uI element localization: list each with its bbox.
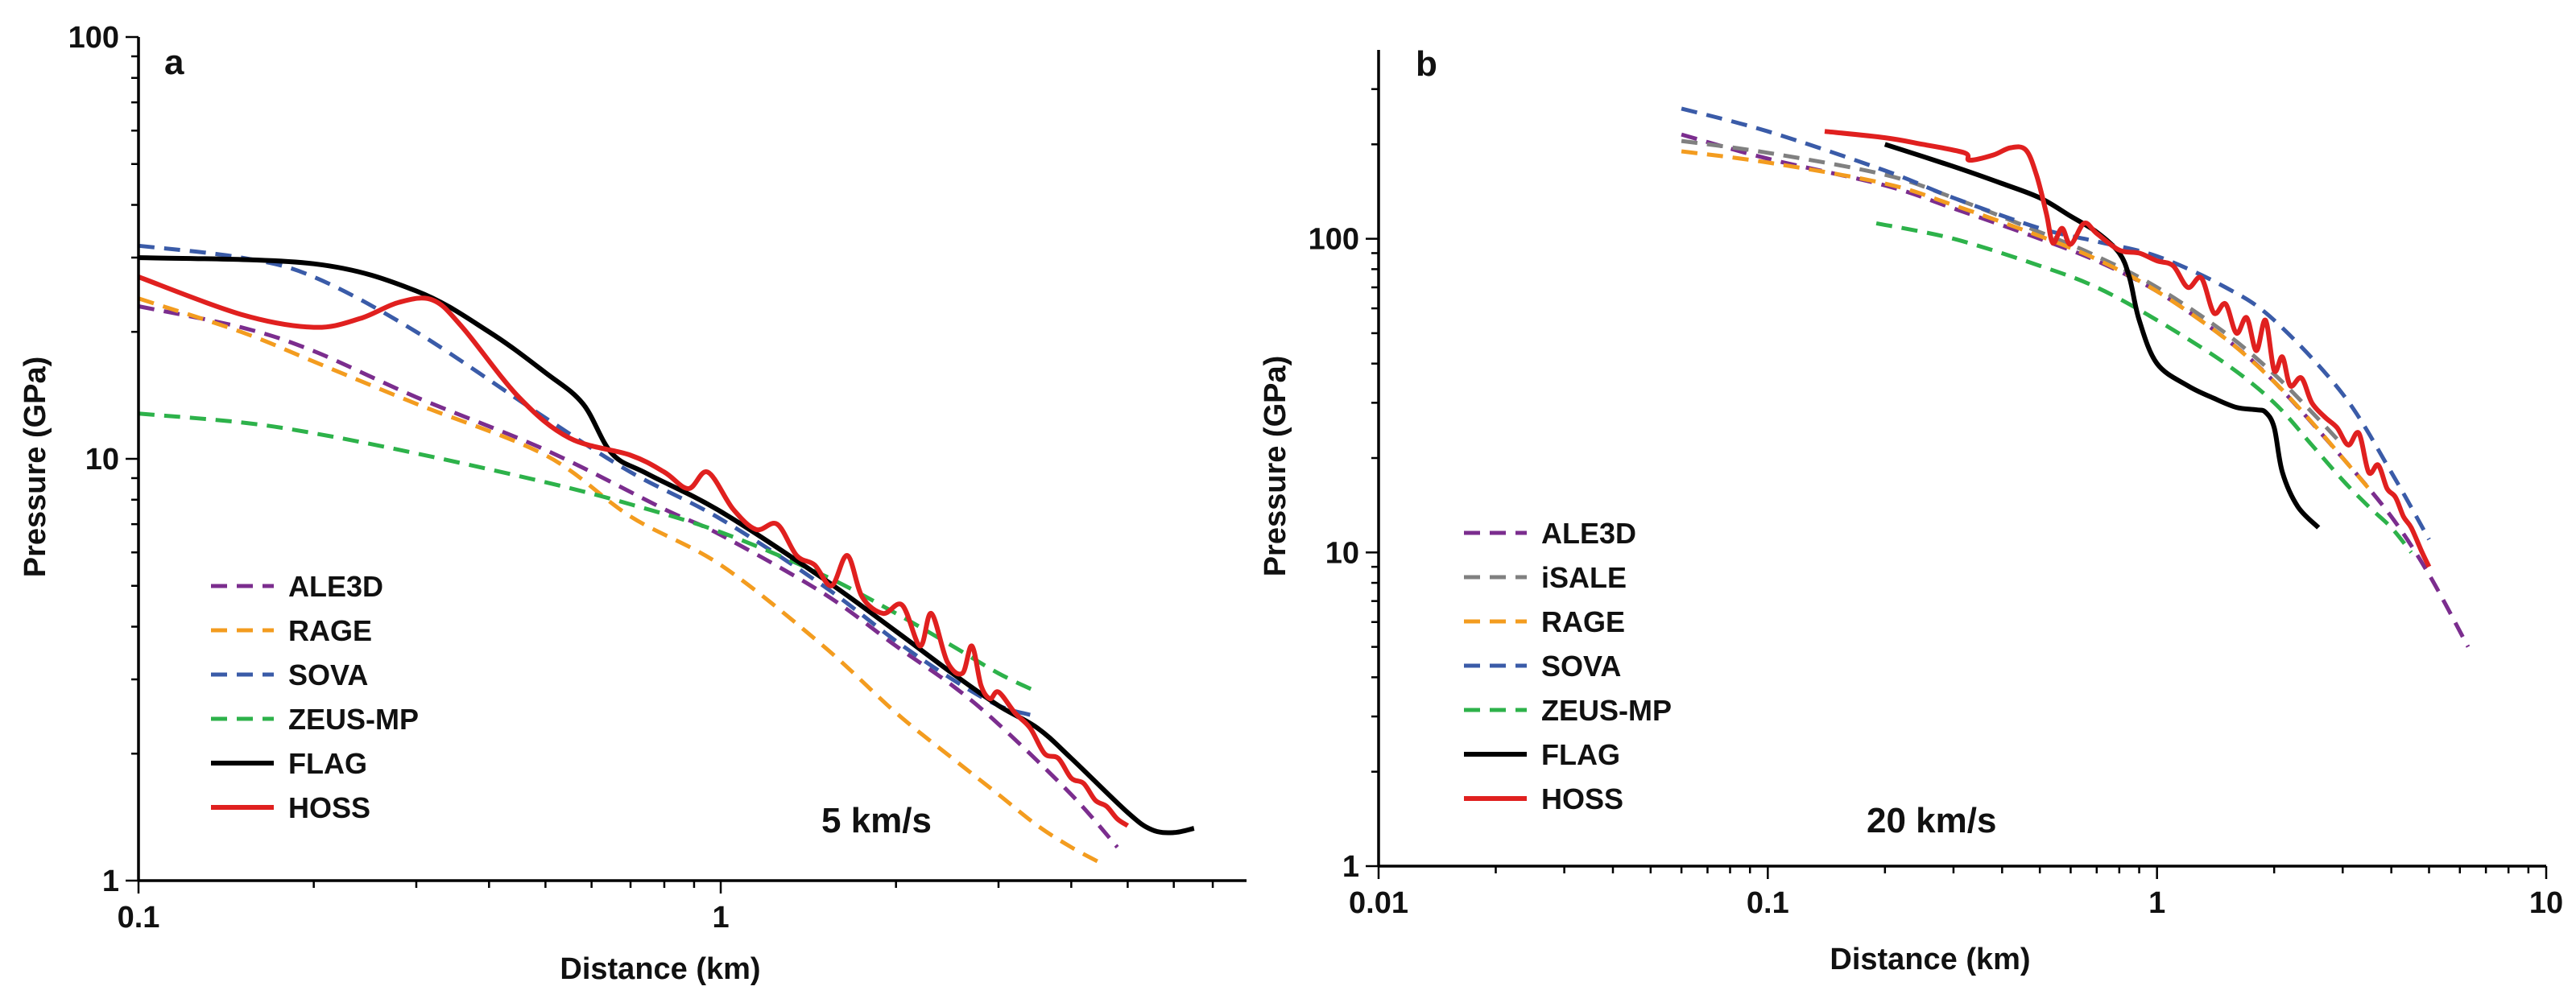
x-tick-label: 1 [2148, 886, 2165, 920]
panel-letter: a [164, 43, 184, 82]
series-line-hoss [1824, 129, 2432, 568]
series-line-sova [138, 243, 1039, 719]
x-axis-title: Distance (km) [560, 952, 760, 986]
legend: ALE3D RAGE SOVA ZEUS-MP FLAG HOSS [211, 570, 419, 824]
series-line-hoss [137, 274, 1130, 828]
chart-panel-b: 1 10 100 0.01 0.1 1 10 Distance (km) Pressure (G… [1259, 44, 2563, 976]
y-tick-label: 1 [102, 865, 119, 898]
legend-label-zeus-mp: ZEUS-MP [1541, 694, 1672, 727]
series-line-flag [1883, 142, 2321, 530]
legend-label-rage: RAGE [1541, 605, 1625, 638]
y-axis-title: Pressure (GPa) [1259, 356, 1292, 577]
x-tick-label: 1 [712, 901, 729, 935]
x-axis-title: Distance (km) [1830, 943, 2030, 976]
panel-letter: b [1416, 44, 1437, 84]
x-tick-label: 0.1 [1747, 886, 1789, 920]
y-tick-label: 1 [1342, 850, 1359, 884]
legend: ALE3D iSALE RAGE SOVA ZEUS-MP FLAG HOSS [1464, 517, 1672, 815]
series-line-sova [1681, 106, 2431, 541]
series-line-rage [1681, 149, 2371, 490]
legend-label-flag: FLAG [1541, 738, 1620, 771]
x-tick-label: 0.1 [118, 901, 160, 935]
y-tick-label: 10 [85, 443, 119, 477]
legend-label-hoss: HOSS [1541, 782, 1623, 815]
legend-label-isale: iSALE [1541, 561, 1627, 594]
velocity-annotation: 20 km/s [1867, 801, 1996, 840]
y-tick-label: 100 [1309, 223, 1359, 257]
legend-label-rage: RAGE [288, 614, 372, 647]
y-tick-label: 10 [1325, 536, 1359, 570]
legend-label-ale3d: ALE3D [1541, 517, 1636, 550]
legend-label-sova: SOVA [288, 658, 368, 691]
series-line-isale [1681, 138, 2345, 447]
legend-label-zeus-mp: ZEUS-MP [288, 703, 419, 736]
legend-label-sova: SOVA [1541, 650, 1621, 683]
legend-label-hoss: HOSS [288, 791, 370, 824]
series-line-zeus-mp [138, 411, 1039, 694]
x-tick-label: 10 [2529, 886, 2563, 920]
x-tick-label: 0.01 [1349, 886, 1408, 920]
legend-label-ale3d: ALE3D [288, 570, 383, 603]
y-axis-title: Pressure (GPa) [19, 357, 52, 578]
legend-label-flag: FLAG [288, 747, 367, 780]
series-line-ale3d [1681, 132, 2471, 648]
series-line-rage [138, 296, 1102, 865]
series-line-zeus-mp [1875, 221, 2413, 554]
velocity-annotation: 5 km/s [821, 801, 932, 840]
series-line-ale3d [138, 304, 1119, 849]
y-tick-label: 100 [68, 21, 119, 55]
